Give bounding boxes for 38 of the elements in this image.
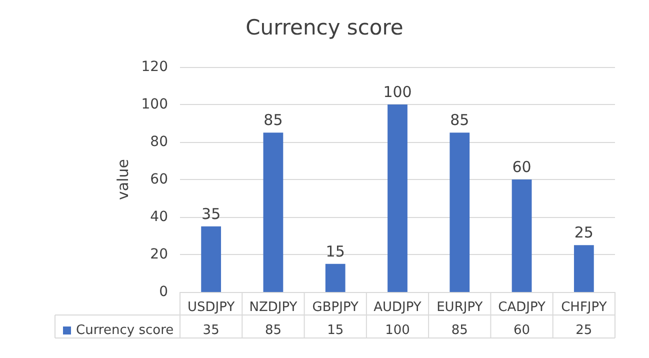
bar — [388, 104, 408, 292]
text: 25 — [576, 323, 592, 338]
x-tick-label: USDJPY — [188, 300, 235, 315]
x-tick-label: CADJPY — [498, 300, 546, 315]
bar — [263, 132, 284, 292]
text: 85 — [264, 323, 282, 338]
text: 60 — [514, 323, 530, 338]
data-label: 85 — [264, 111, 283, 130]
x-tick-label: AUDJPY — [374, 300, 422, 315]
text: 15 — [327, 323, 344, 338]
y-tick-label: 40 — [150, 209, 168, 225]
chart-title: Currency score — [246, 16, 404, 40]
y-tick-label: 100 — [141, 96, 168, 112]
y-axis-title: value — [114, 159, 132, 200]
y-tick-label: 20 — [150, 246, 168, 262]
x-tick-label: EURJPY — [436, 300, 483, 315]
y-tick-label: 0 — [159, 284, 168, 300]
y-tick-label: 120 — [141, 59, 168, 75]
data-label: 35 — [202, 204, 221, 223]
bar — [450, 132, 470, 292]
bar — [574, 245, 594, 292]
x-tick-label: GBPJPY — [312, 300, 358, 315]
data-label: 15 — [326, 242, 345, 260]
text: 85 — [451, 323, 468, 338]
data-label: 60 — [512, 158, 532, 176]
legend-label: Currency score — [76, 323, 174, 338]
bar — [325, 264, 346, 292]
data-label: 25 — [574, 224, 594, 242]
data-label: 100 — [383, 83, 412, 101]
x-tick-label: CHFJPY — [561, 300, 607, 315]
text: 35 — [202, 323, 220, 338]
y-tick-label: 80 — [150, 134, 168, 150]
data-label: 85 — [450, 111, 470, 130]
x-tick-label: NZDJPY — [249, 300, 298, 315]
text: 100 — [385, 323, 410, 338]
bar — [201, 226, 222, 292]
y-tick-label: 60 — [150, 172, 168, 188]
bar — [512, 180, 532, 292]
